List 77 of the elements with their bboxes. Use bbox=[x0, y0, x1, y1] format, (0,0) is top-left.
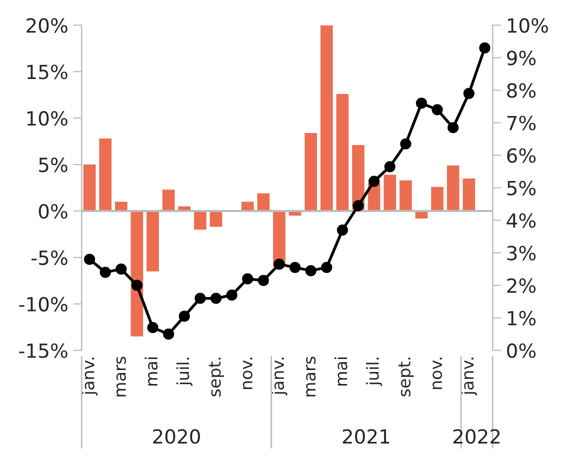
point bbox=[226, 290, 238, 301]
bar bbox=[446, 165, 460, 212]
point bbox=[100, 266, 111, 278]
bar bbox=[431, 186, 444, 212]
bar bbox=[83, 164, 96, 212]
bar bbox=[384, 174, 396, 212]
point bbox=[352, 200, 364, 212]
point bbox=[258, 274, 269, 286]
y2-tick-label: 5% bbox=[507, 180, 536, 196]
point bbox=[289, 262, 301, 274]
x-tick-label: juil. bbox=[176, 358, 192, 386]
y2-tick-label: 8% bbox=[507, 83, 536, 98]
point bbox=[210, 292, 222, 304]
bar bbox=[146, 211, 159, 272]
y-tick-label: 5% bbox=[39, 158, 68, 172]
x-tick-label: nov. bbox=[242, 358, 252, 390]
x-tick-label: mai bbox=[144, 357, 158, 386]
point bbox=[463, 88, 474, 100]
y-tick-label: 0% bbox=[38, 204, 68, 219]
point bbox=[479, 42, 490, 54]
y-tick-label: 15% bbox=[27, 64, 68, 80]
y2-tick-label: 2% bbox=[507, 278, 536, 293]
point bbox=[305, 265, 316, 276]
x-tick-label: janv. bbox=[460, 358, 477, 396]
y2-tick-label: 7% bbox=[507, 116, 536, 130]
y2-tick-label: 0% bbox=[507, 343, 536, 358]
x-tick-label: sept. bbox=[208, 358, 224, 396]
point bbox=[321, 262, 332, 274]
y2-tick-label: 6% bbox=[507, 148, 536, 163]
x-tick-label: mai bbox=[334, 357, 348, 386]
y2-tick-label: 3% bbox=[507, 246, 536, 260]
point bbox=[242, 273, 254, 284]
bar bbox=[210, 211, 222, 227]
point bbox=[147, 322, 158, 334]
point bbox=[384, 161, 396, 172]
y-tick-label: -5% bbox=[32, 250, 68, 266]
y-tick-label: 20% bbox=[26, 18, 68, 33]
x-tick-label: mars bbox=[116, 356, 126, 396]
bar bbox=[162, 190, 175, 212]
point bbox=[178, 310, 190, 322]
y-tick-label: -10% bbox=[19, 296, 68, 312]
y2-tick-label: 4% bbox=[506, 213, 536, 228]
y-tick-label: 10% bbox=[27, 111, 68, 126]
point bbox=[131, 280, 143, 291]
point bbox=[400, 138, 412, 150]
bar bbox=[400, 180, 412, 212]
bar bbox=[99, 138, 112, 212]
text: 2021 bbox=[342, 429, 390, 444]
x-tick-label: sept. bbox=[398, 358, 414, 396]
bar bbox=[336, 94, 349, 212]
x-tick-label: mars bbox=[306, 356, 316, 396]
y2-tick-label: 9% bbox=[507, 50, 536, 66]
point bbox=[448, 122, 459, 134]
point bbox=[416, 98, 428, 109]
bar bbox=[304, 132, 318, 212]
point bbox=[336, 224, 348, 236]
point bbox=[368, 176, 380, 187]
bar bbox=[462, 178, 476, 212]
x-tick-label: janv. bbox=[271, 358, 288, 396]
y-tick-label: -15% bbox=[19, 343, 68, 358]
bar bbox=[320, 25, 333, 212]
text: 2022 bbox=[454, 429, 500, 444]
text: 2020 bbox=[153, 429, 200, 444]
bar bbox=[130, 211, 144, 336]
point bbox=[432, 104, 443, 116]
y2-tick-label: 1% bbox=[508, 310, 536, 326]
bar bbox=[194, 211, 206, 230]
y2-tick-label: 10% bbox=[508, 18, 548, 33]
x-tick-label: juil. bbox=[366, 358, 382, 386]
point bbox=[163, 328, 174, 340]
x-tick-label: nov. bbox=[432, 358, 442, 390]
x-tick-label: janv. bbox=[81, 358, 98, 396]
point bbox=[274, 258, 285, 270]
point bbox=[84, 254, 96, 265]
point bbox=[116, 264, 127, 275]
bar bbox=[257, 193, 270, 212]
point bbox=[194, 292, 206, 304]
